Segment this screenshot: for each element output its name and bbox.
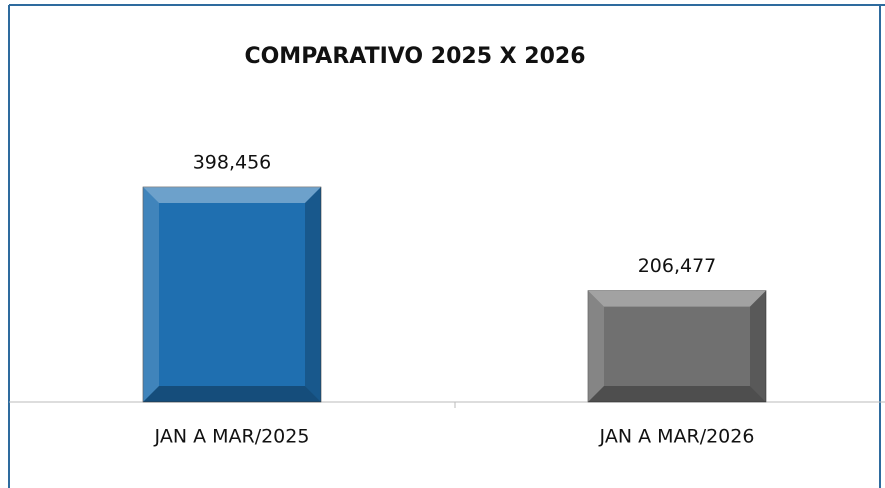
chart-title: COMPARATIVO 2025 X 2026: [244, 44, 585, 69]
x-tick-label: JAN A MAR/2026: [599, 426, 755, 448]
data-label: 398,456: [193, 152, 272, 174]
bar: [142, 186, 322, 403]
bar-bevel-top: [143, 187, 321, 203]
bar-bevel-left: [588, 290, 604, 402]
bar: [587, 290, 767, 403]
data-label: 206,477: [638, 255, 717, 277]
x-tick-label: JAN A MAR/2025: [154, 426, 310, 448]
bar-bevel-left: [143, 187, 159, 402]
bar-bevel-right: [305, 187, 321, 402]
bar-bevel-bottom: [588, 386, 766, 402]
bar-bevel-bottom: [143, 386, 321, 402]
bar-bevel-right: [750, 290, 766, 402]
bar-bevel-top: [588, 290, 766, 307]
